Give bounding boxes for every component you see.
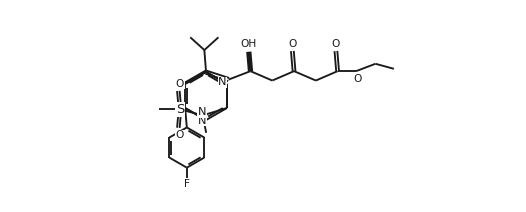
- Text: O: O: [288, 39, 297, 49]
- Text: S: S: [176, 103, 184, 116]
- Text: N: N: [198, 116, 206, 126]
- Text: O: O: [353, 74, 361, 84]
- Text: OH: OH: [241, 39, 257, 49]
- Text: F: F: [184, 179, 190, 189]
- Text: O: O: [176, 79, 184, 89]
- Text: N: N: [218, 77, 227, 87]
- Text: N: N: [198, 107, 206, 117]
- Text: O: O: [332, 39, 340, 49]
- Text: O: O: [176, 130, 184, 140]
